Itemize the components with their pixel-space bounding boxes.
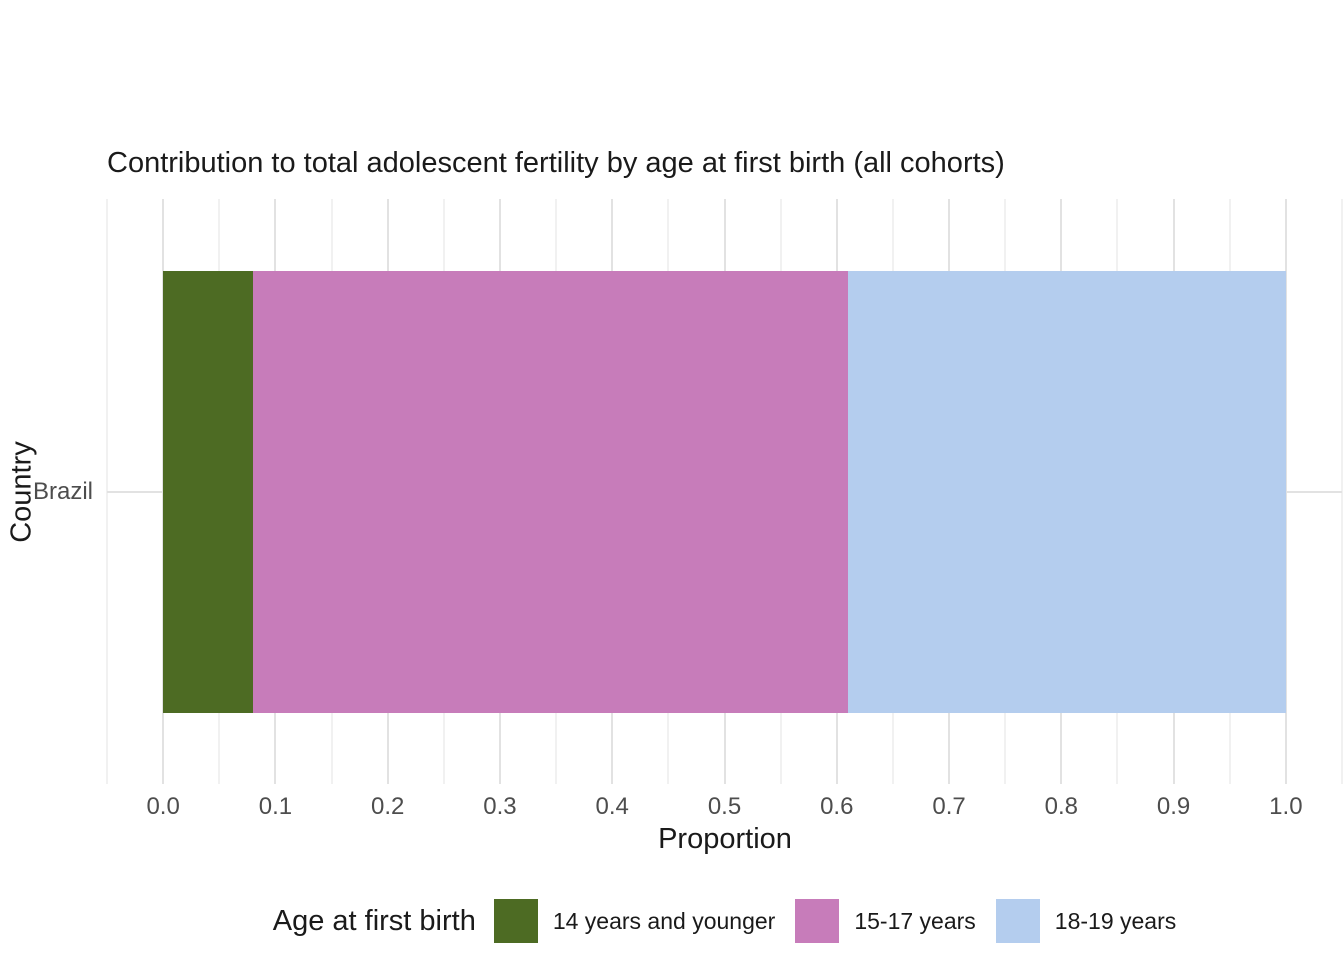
legend-title: Age at first birth [272, 904, 476, 937]
x-tick-label: 0.2 [370, 793, 405, 820]
bar-segment-15-17-years [252, 271, 848, 713]
x-tick-label: 0.9 [1156, 793, 1191, 820]
y-tick-label-brazil: Brazil [32, 478, 93, 505]
legend-swatch [995, 899, 1040, 943]
x-tick-label: 0.1 [258, 793, 293, 820]
legend-item: 14 years and younger [493, 899, 776, 943]
legend-item: 18-19 years [995, 899, 1177, 943]
x-tick-label: 0.3 [483, 793, 517, 820]
chart-title: Contribution to total adolescent fertili… [107, 147, 1005, 179]
legend-label: 18-19 years [1054, 907, 1177, 934]
x-tick-label: 0.7 [932, 793, 966, 820]
x-tick-label: 0.6 [820, 793, 854, 820]
legend-swatch [795, 899, 840, 943]
bar-segment-18-19-years [848, 271, 1286, 713]
legend-items: 14 years and younger 15-17 years 18-19 yea… [493, 899, 1177, 943]
legend-label: 14 years and younger [552, 907, 776, 934]
plot-panel [106, 199, 1343, 784]
y-axis-title: Country [5, 441, 38, 543]
stacked-bar-brazil [107, 271, 1342, 713]
x-tick-label: 0.4 [595, 793, 629, 820]
legend: Age at first birth 14 years and younger 1… [107, 898, 1342, 944]
x-tick-label: 0.0 [146, 793, 180, 820]
gridline-minor [1341, 199, 1343, 784]
legend-label: 15-17 years [854, 907, 976, 934]
x-tick-label: 0.5 [707, 793, 742, 820]
legend-swatch [493, 899, 538, 943]
x-axis-title: Proportion [658, 823, 792, 855]
legend-item: 15-17 years [795, 899, 976, 943]
bar-segment-14-years-and-younger [163, 271, 253, 713]
x-tick-label: 1.0 [1269, 793, 1303, 820]
x-tick-label: 0.8 [1044, 793, 1078, 820]
